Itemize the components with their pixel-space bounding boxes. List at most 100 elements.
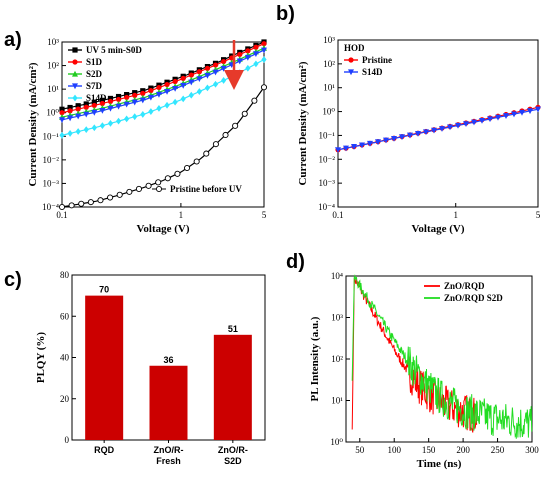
y-tick-label-c-0: 0 [65,435,70,445]
data-point [75,106,81,112]
series-line [351,274,533,439]
y-tick-label-a-7: 10³ [47,37,59,47]
panel-label-b: b) [276,3,295,25]
series-pristine-before-uv [58,84,268,211]
legend-label-d-1: ZnO/RQD S2D [444,293,503,303]
data-point [399,134,405,141]
data-point [221,77,227,84]
data-point [59,131,65,139]
category-label-1-1: Fresh [156,456,181,466]
data-point [204,65,211,72]
legend-label-a-1: S1D [86,57,103,67]
data-point [383,137,389,144]
y-tick-label-a-6: 10² [47,61,59,71]
y-tick-label-d-4: 10⁴ [331,271,343,281]
data-point [83,126,89,134]
data-point [204,84,211,92]
data-point [193,158,200,165]
data-point [91,109,98,116]
pl-decay-chart: 50 100 150 200 250 300 10⁰ 10¹ 10² 10³ 10⁴ Time (ns… [309,271,539,470]
data-point [183,164,191,172]
data-point [415,130,421,137]
data-point [99,122,105,130]
data-point [343,145,349,152]
data-point [503,113,509,119]
category-label-2-0: ZnO/R- [218,445,248,455]
data-point [439,126,445,132]
panel-label-a: a) [4,29,22,51]
y-tick-label-c-3: 60 [60,311,70,321]
data-point [58,203,66,211]
y-tick-label-a-5: 10¹ [47,84,59,94]
data-point [335,147,341,153]
x-axis-title-a: Voltage (V) [136,223,189,235]
y-tick-label-b-1: 10⁻³ [319,178,336,188]
series-zno-rqd-s2d [351,274,533,439]
plot-frame [337,39,539,208]
data-point [196,88,202,95]
data-point [172,85,179,92]
data-point [447,124,453,131]
data-point [423,129,429,136]
data-point [164,81,170,88]
data-point [148,108,154,115]
y-tick-label-d-1: 10¹ [331,396,343,406]
legend-marker [72,83,78,90]
y-axis-title-d: PL Intensity (a.u.) [309,316,321,401]
data-point [75,103,81,109]
data-point [236,58,243,65]
data-point [83,104,89,110]
data-point [140,90,146,96]
data-point [140,111,146,118]
y-axis-title-b: Current Density (mA/cm²) [297,61,309,185]
data-point [107,98,114,105]
data-point [99,97,105,103]
data-point [487,116,493,123]
data-point [237,51,243,58]
data-point [155,179,162,186]
data-point [253,60,259,68]
data-point [391,135,397,142]
data-point [232,122,239,129]
legend: HOD Pristine S14D [344,43,392,77]
data-point [261,47,267,54]
data-point [164,88,171,95]
data-point [107,95,114,102]
data-point [407,132,413,139]
data-point [212,62,219,68]
data-point [131,99,138,106]
x-tick-label-b-1: 1 [453,210,458,220]
legend-label-a-3: S7D [86,81,103,91]
data-point [91,102,97,109]
x-tick-label-d-5: 300 [525,445,539,455]
data-point [222,131,229,139]
data-point [188,79,195,86]
data-point [519,109,525,116]
x-tick-label-a-1: 1 [179,210,184,220]
data-point [196,76,203,83]
data-point [67,115,74,122]
series-s14d [335,106,541,153]
data-point [75,113,82,120]
data-point [220,65,227,72]
data-point [527,108,533,115]
y-tick-label-c-1: 20 [60,394,70,404]
legend-label-a-5: Pristine before UV [170,184,242,194]
x-tick-label-a-2: 5 [262,210,267,220]
data-point [124,92,130,98]
data-point [188,91,194,99]
data-point [431,127,437,134]
data-point [221,58,227,65]
data-point [261,56,267,63]
series-s7d [59,47,267,124]
bar-value-label-1: 36 [163,355,173,365]
data-point [78,200,85,207]
data-point [83,111,90,118]
data-point [99,107,106,114]
legend-label-a-4: S14D [86,93,107,103]
data-point [164,101,170,109]
data-point [359,142,365,149]
data-point [97,197,104,204]
y-axis-title-a: Current Density (mA/cm²) [27,62,39,186]
